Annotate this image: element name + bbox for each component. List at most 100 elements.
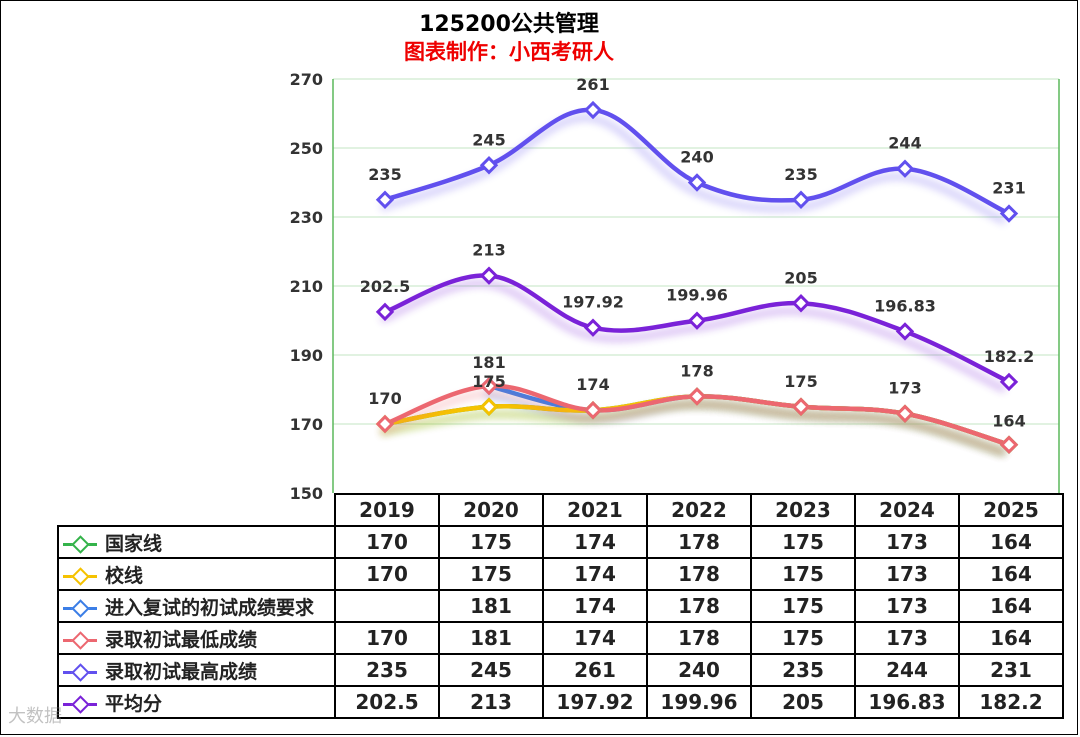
data-label: 199.96: [666, 286, 728, 305]
table-cell: 170: [334, 557, 440, 591]
watermark: 大数据: [8, 706, 62, 727]
data-label: 170: [368, 389, 401, 408]
table-cell: 173: [854, 621, 960, 655]
data-point-marker: [791, 397, 811, 416]
data-label: 175: [472, 372, 505, 391]
data-point-marker: [375, 414, 395, 434]
y-tick-label: 170: [290, 415, 323, 434]
table-cell: 175: [750, 621, 856, 655]
data-label: 240: [680, 148, 713, 167]
data-point-marker: [687, 173, 707, 192]
data-point-marker: [479, 156, 499, 175]
table-cell: 175: [438, 557, 544, 591]
table-cell: 181: [438, 621, 544, 655]
table-cell: 175: [750, 525, 856, 559]
data-point-marker: [479, 376, 499, 396]
table-cell: 174: [542, 525, 648, 559]
data-label: 213: [472, 241, 505, 260]
table-cell: 196.83: [854, 685, 960, 719]
column-header-year: 2022: [646, 493, 752, 527]
table-cell: 205: [750, 685, 856, 719]
table-cell: 174: [542, 557, 648, 591]
table-cell: 178: [646, 589, 752, 623]
table-cell: 231: [958, 653, 1064, 687]
table-cell: 178: [646, 557, 752, 591]
data-point-marker: [687, 311, 707, 330]
column-header-year: 2023: [750, 493, 856, 527]
row-label-text: 录取初试最高成绩: [105, 660, 258, 683]
table-cell: 235: [334, 653, 440, 687]
table-cell: 173: [854, 589, 960, 623]
row-label-text: 录取初试最低成绩: [105, 628, 258, 651]
data-point-marker: [479, 397, 499, 416]
table-cell: 170: [334, 525, 440, 559]
column-header-year: 2021: [542, 493, 648, 527]
data-point-marker: [895, 404, 915, 423]
data-label: 178: [680, 361, 713, 380]
legend-key-icon: [63, 695, 97, 714]
data-point-marker: [999, 204, 1019, 223]
table-cell: 173: [854, 525, 960, 559]
data-label: 175: [784, 372, 817, 391]
data-point-marker: [895, 322, 915, 341]
row-label-text: 进入复试的初试成绩要求: [105, 596, 315, 619]
series-shadow: [379, 280, 1007, 394]
table-cell: 174: [542, 621, 648, 655]
data-table: 2019 2020 2021 2022 2023 2024 2025 国家线 170 175 174…: [57, 493, 1064, 719]
data-label: 202.5: [360, 277, 411, 296]
table-corner: [58, 494, 336, 527]
data-label: 245: [472, 130, 505, 149]
data-label: 244: [888, 134, 921, 153]
data-label: 197.92: [562, 293, 624, 312]
table-cell: 164: [958, 557, 1064, 591]
y-tick-label: 270: [290, 70, 323, 89]
y-tick-label: 250: [290, 139, 323, 158]
table-cell: 261: [542, 653, 648, 687]
data-point-marker: [583, 401, 603, 420]
data-point-marker: [999, 372, 1019, 392]
row-label: 录取初试最高成绩: [57, 653, 336, 687]
data-label: 174: [576, 375, 609, 394]
column-header-year: 2020: [438, 493, 544, 527]
row-label: 校线: [57, 557, 336, 591]
data-label: 196.83: [874, 296, 936, 315]
table-cell: 197.92: [542, 685, 648, 719]
table-cell: 164: [958, 525, 1064, 559]
y-tick-label: 230: [290, 208, 323, 227]
table-cell: 175: [438, 525, 544, 559]
data-point-marker: [791, 190, 811, 209]
row-label-text: 平均分: [105, 692, 163, 715]
data-label: 173: [888, 379, 921, 398]
table-cell: 235: [750, 653, 856, 687]
table-row: 录取初试最高成绩 235 245 261 240 235 244 231: [57, 653, 1064, 687]
chart-title: 125200公共管理: [419, 12, 599, 37]
row-label: 国家线: [57, 525, 336, 559]
table-row: 平均分 202.5 213 197.92 199.96 205 196.83 182.2: [57, 685, 1064, 719]
table-cell: 175: [750, 589, 856, 623]
table-cell: 245: [438, 653, 544, 687]
data-point-marker: [999, 435, 1019, 454]
data-label: 205: [784, 268, 817, 287]
row-label: 进入复试的初试成绩要求: [57, 589, 336, 623]
data-point-marker: [895, 159, 915, 178]
data-label: 181: [472, 353, 505, 372]
table-cell: 182.2: [958, 685, 1064, 719]
table-row: 校线 170 175 174 178 175 173 164: [57, 557, 1064, 591]
y-tick-label: 190: [290, 346, 323, 365]
row-label: 录取初试最低成绩: [57, 621, 336, 655]
row-label-text: 国家线: [105, 532, 163, 555]
series-shadow: [379, 390, 1007, 457]
table-cell: 244: [854, 653, 960, 687]
data-point-marker: [375, 190, 395, 209]
row-label: 平均分: [57, 685, 336, 719]
data-label: 235: [368, 165, 401, 184]
table-cell: 164: [958, 621, 1064, 655]
data-point-marker: [583, 100, 603, 120]
table-cell: 199.96: [646, 685, 752, 719]
data-label: 261: [576, 75, 609, 94]
data-label: 164: [992, 412, 1025, 431]
row-label-text: 校线: [105, 564, 144, 587]
series-shadow: [379, 114, 1007, 225]
